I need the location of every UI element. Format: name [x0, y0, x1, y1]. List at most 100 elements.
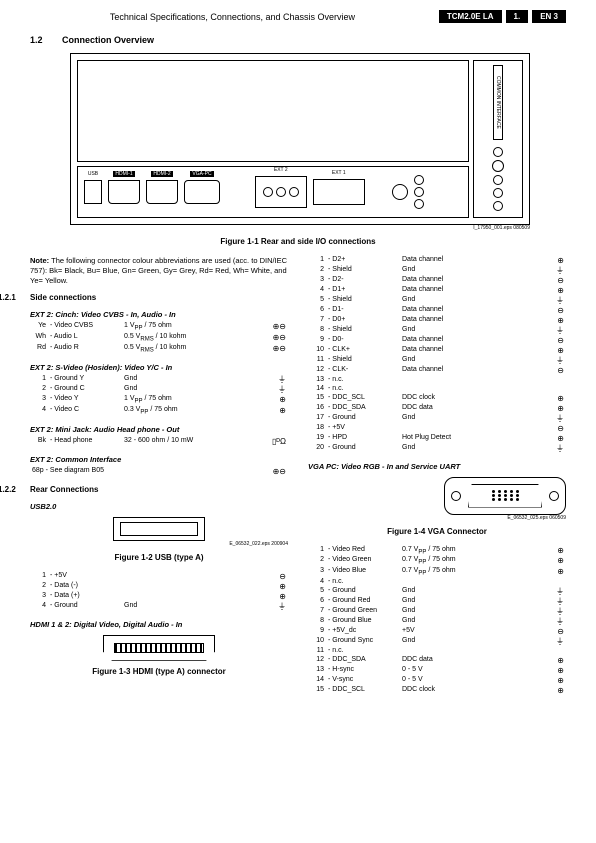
table-row: 5- GroundGnd⏚ [308, 587, 566, 597]
av-out-icon [414, 175, 424, 209]
sub121-title: Side connections [30, 293, 96, 302]
table-row: 7- Ground GreenGnd⏚ [308, 607, 566, 617]
table-row: 8- ShieldGnd⏚ [308, 326, 566, 336]
ci-sym: ⊕⊖ [268, 467, 288, 477]
fig11-file: I_17950_001.eps 080509 [70, 225, 530, 231]
usb-connector-drawing: E_06532_022.eps 200904 [30, 517, 288, 547]
table-row: 4- GroundGnd⏚ [30, 602, 288, 612]
table-row: 2- Data (-)⊕ [30, 582, 288, 592]
header-badge-model: TCM2.0E LA [439, 10, 502, 23]
vga-connector-drawing: E_06532_025.eps 060509 [308, 477, 566, 521]
subsection-1-2-1: 1.2.1 Side connections [0, 293, 288, 302]
table-row: 4- n.c. [308, 578, 566, 587]
usb-shape-icon [113, 517, 205, 541]
grp-usb-title: USB2.0 [30, 502, 288, 511]
table-row: 14- n.c. [308, 385, 566, 394]
section-title: Connection Overview [62, 35, 154, 45]
hdmi2-port-icon: HDMI-2 [146, 180, 178, 204]
svideo-jack-icon [492, 160, 504, 172]
hdmi-connector-drawing [30, 635, 288, 661]
grp-cvbs-title: EXT 2: Cinch: Video CVBS - In, Audio - I… [30, 310, 288, 319]
hdmi1-port-icon: HDMI-1 [108, 180, 140, 204]
table-row: 9- +5V_dc+5V⊖ [308, 627, 566, 637]
table-row: 13- n.c. [308, 376, 566, 385]
left-column: Note: The following connector colour abb… [30, 256, 288, 696]
table-row: 18- +5V⊖ [308, 424, 566, 434]
sub122-title: Rear Connections [30, 485, 98, 494]
antenna-icon [392, 184, 408, 200]
table-row: 5- ShieldGnd⏚ [308, 296, 566, 306]
rca-y-icon [493, 175, 503, 185]
grp-hdmi-title: HDMI 1 & 2: Digital Video, Digital Audio… [30, 620, 288, 629]
rca-l-icon [493, 188, 503, 198]
table-row: 12- CLK-Data channel⊖ [308, 366, 566, 376]
table-row: 9- D0-Data channel⊖ [308, 336, 566, 346]
vga-port-icon: VGA-PC [184, 180, 220, 204]
table-row: 1- Ground YGnd⏚ [30, 375, 288, 385]
fig13-caption: Figure 1-3 HDMI (type A) connector [30, 667, 288, 676]
rear-strip: USB HDMI-1 HDMI-2 VGA-PC EXT 2 EXT 1 [77, 166, 469, 218]
table-row: 2- Ground CGnd⏚ [30, 385, 288, 395]
table-row: 20- GroundGnd⏚ [308, 444, 566, 454]
section-number: 1.2 [30, 35, 62, 45]
table-row: 7- D0+Data channel⊕ [308, 316, 566, 326]
side-panel: COMMON INTERFACE [473, 60, 523, 218]
note-label: Note: [30, 256, 49, 265]
grp-vga-table: 1- Video Red0.7 VPP / 75 ohm⊕2- Video Gr… [308, 546, 566, 696]
vga-file: E_06532_025.eps 060509 [507, 515, 566, 521]
ci-text: 68p - See diagram B05 [30, 467, 268, 477]
table-row: 15- DDC_SCLDDC clock⊕ [308, 686, 566, 696]
table-row: 12- DDC_SDADDC data⊕ [308, 656, 566, 666]
table-row: 3- Data (+)⊕ [30, 592, 288, 602]
table-row: 4- D1+Data channel⊕ [308, 286, 566, 296]
grp-usb-table: 1- +5V⊖2- Data (-)⊕3- Data (+)⊕4- Ground… [30, 572, 288, 612]
sub121-num: 1.2.1 [0, 293, 30, 302]
color-note: Note: The following connector colour abb… [30, 256, 288, 285]
right-column: 1- D2+Data channel⊕2- ShieldGnd⏚3- D2-Da… [308, 256, 566, 696]
table-row: 6- D1-Data channel⊖ [308, 306, 566, 316]
table-row: 1- Video Red0.7 VPP / 75 ohm⊕ [308, 546, 566, 557]
grp-ci-table: 68p - See diagram B05 ⊕⊖ [30, 467, 288, 477]
figure-1-1: COMMON INTERFACE USB HDMI-1 HDMI-2 VGA-P… [70, 53, 530, 231]
table-row: 3- Video Blue0.7 VPP / 75 ohm⊕ [308, 567, 566, 578]
table-row: 6- Ground RedGnd⏚ [308, 597, 566, 607]
table-row: 19- HPDHot Plug Detect⊕ [308, 434, 566, 444]
table-row: Ye- Video CVBS1 VPP / 75 ohm⊕⊖ [30, 322, 288, 333]
table-row: 3- Video Y1 VPP / 75 ohm⊕ [30, 395, 288, 406]
grp-vga-title: VGA PC: Video RGB - In and Service UART [308, 462, 566, 471]
table-row: 17- GroundGnd⏚ [308, 414, 566, 424]
fig14-caption: Figure 1-4 VGA Connector [308, 527, 566, 536]
table-row: Wh- Audio L0.5 VRMS / 10 kohm⊕⊖ [30, 333, 288, 344]
grp-svideo-table: 1- Ground YGnd⏚2- Ground CGnd⏚3- Video Y… [30, 375, 288, 417]
usb-port-icon: USB [84, 180, 102, 204]
fig11-caption: Figure 1-1 Rear and side I/O connections [30, 237, 566, 246]
table-row: 16- DDC_SDADDC data⊕ [308, 404, 566, 414]
grp-jack-title: EXT 2: Mini Jack: Audio Head phone - Out [30, 425, 288, 434]
fig12-caption: Figure 1-2 USB (type A) [30, 553, 288, 562]
table-row: 4- Video C0.3 VPP / 75 ohm⊕ [30, 406, 288, 417]
table-row: 8- Ground BlueGnd⏚ [308, 617, 566, 627]
grp-ci-title: EXT 2: Common Interface [30, 455, 288, 464]
hdmi-shape-icon [103, 635, 215, 661]
table-row: 1- D2+Data channel⊕ [308, 256, 566, 266]
table-row: 10- CLK+Data channel⊕ [308, 346, 566, 356]
ext1-scart-icon: EXT 1 [313, 179, 365, 205]
table-row: 15- DDC_SCLDDC clock⊕ [308, 394, 566, 404]
table-row: 3- D2-Data channel⊖ [308, 276, 566, 286]
table-row: 2- Video Green0.7 VPP / 75 ohm⊕ [308, 556, 566, 567]
header-badge-section: 1. [506, 10, 529, 23]
grp-hdmi-table: 1- D2+Data channel⊕2- ShieldGnd⏚3- D2-Da… [308, 256, 566, 454]
vga-shape-icon [444, 477, 566, 515]
sub122-num: 1.2.2 [0, 485, 30, 494]
note-text: The following connector colour abbreviat… [30, 256, 287, 285]
section-1-2: 1.2 Connection Overview [30, 35, 566, 45]
grp-svideo-title: EXT 2: S-Video (Hosiden): Video Y/C - In [30, 363, 288, 372]
grp-jack-table: Bk- Head phone32 - 600 ohm / 10 mW▯ᴰΩ [30, 437, 288, 447]
table-row: 2- ShieldGnd⏚ [308, 266, 566, 276]
rca-r-icon [493, 201, 503, 211]
ext2-port-icon: EXT 2 [255, 176, 307, 208]
table-row: 10- Ground SyncGnd⏚ [308, 637, 566, 647]
rear-panel-diagram: COMMON INTERFACE USB HDMI-1 HDMI-2 VGA-P… [70, 53, 530, 225]
table-row: 14- V-sync0 - 5 V⊕ [308, 676, 566, 686]
table-row: Rd- Audio R0.5 VRMS / 10 kohm⊕⊖ [30, 344, 288, 355]
